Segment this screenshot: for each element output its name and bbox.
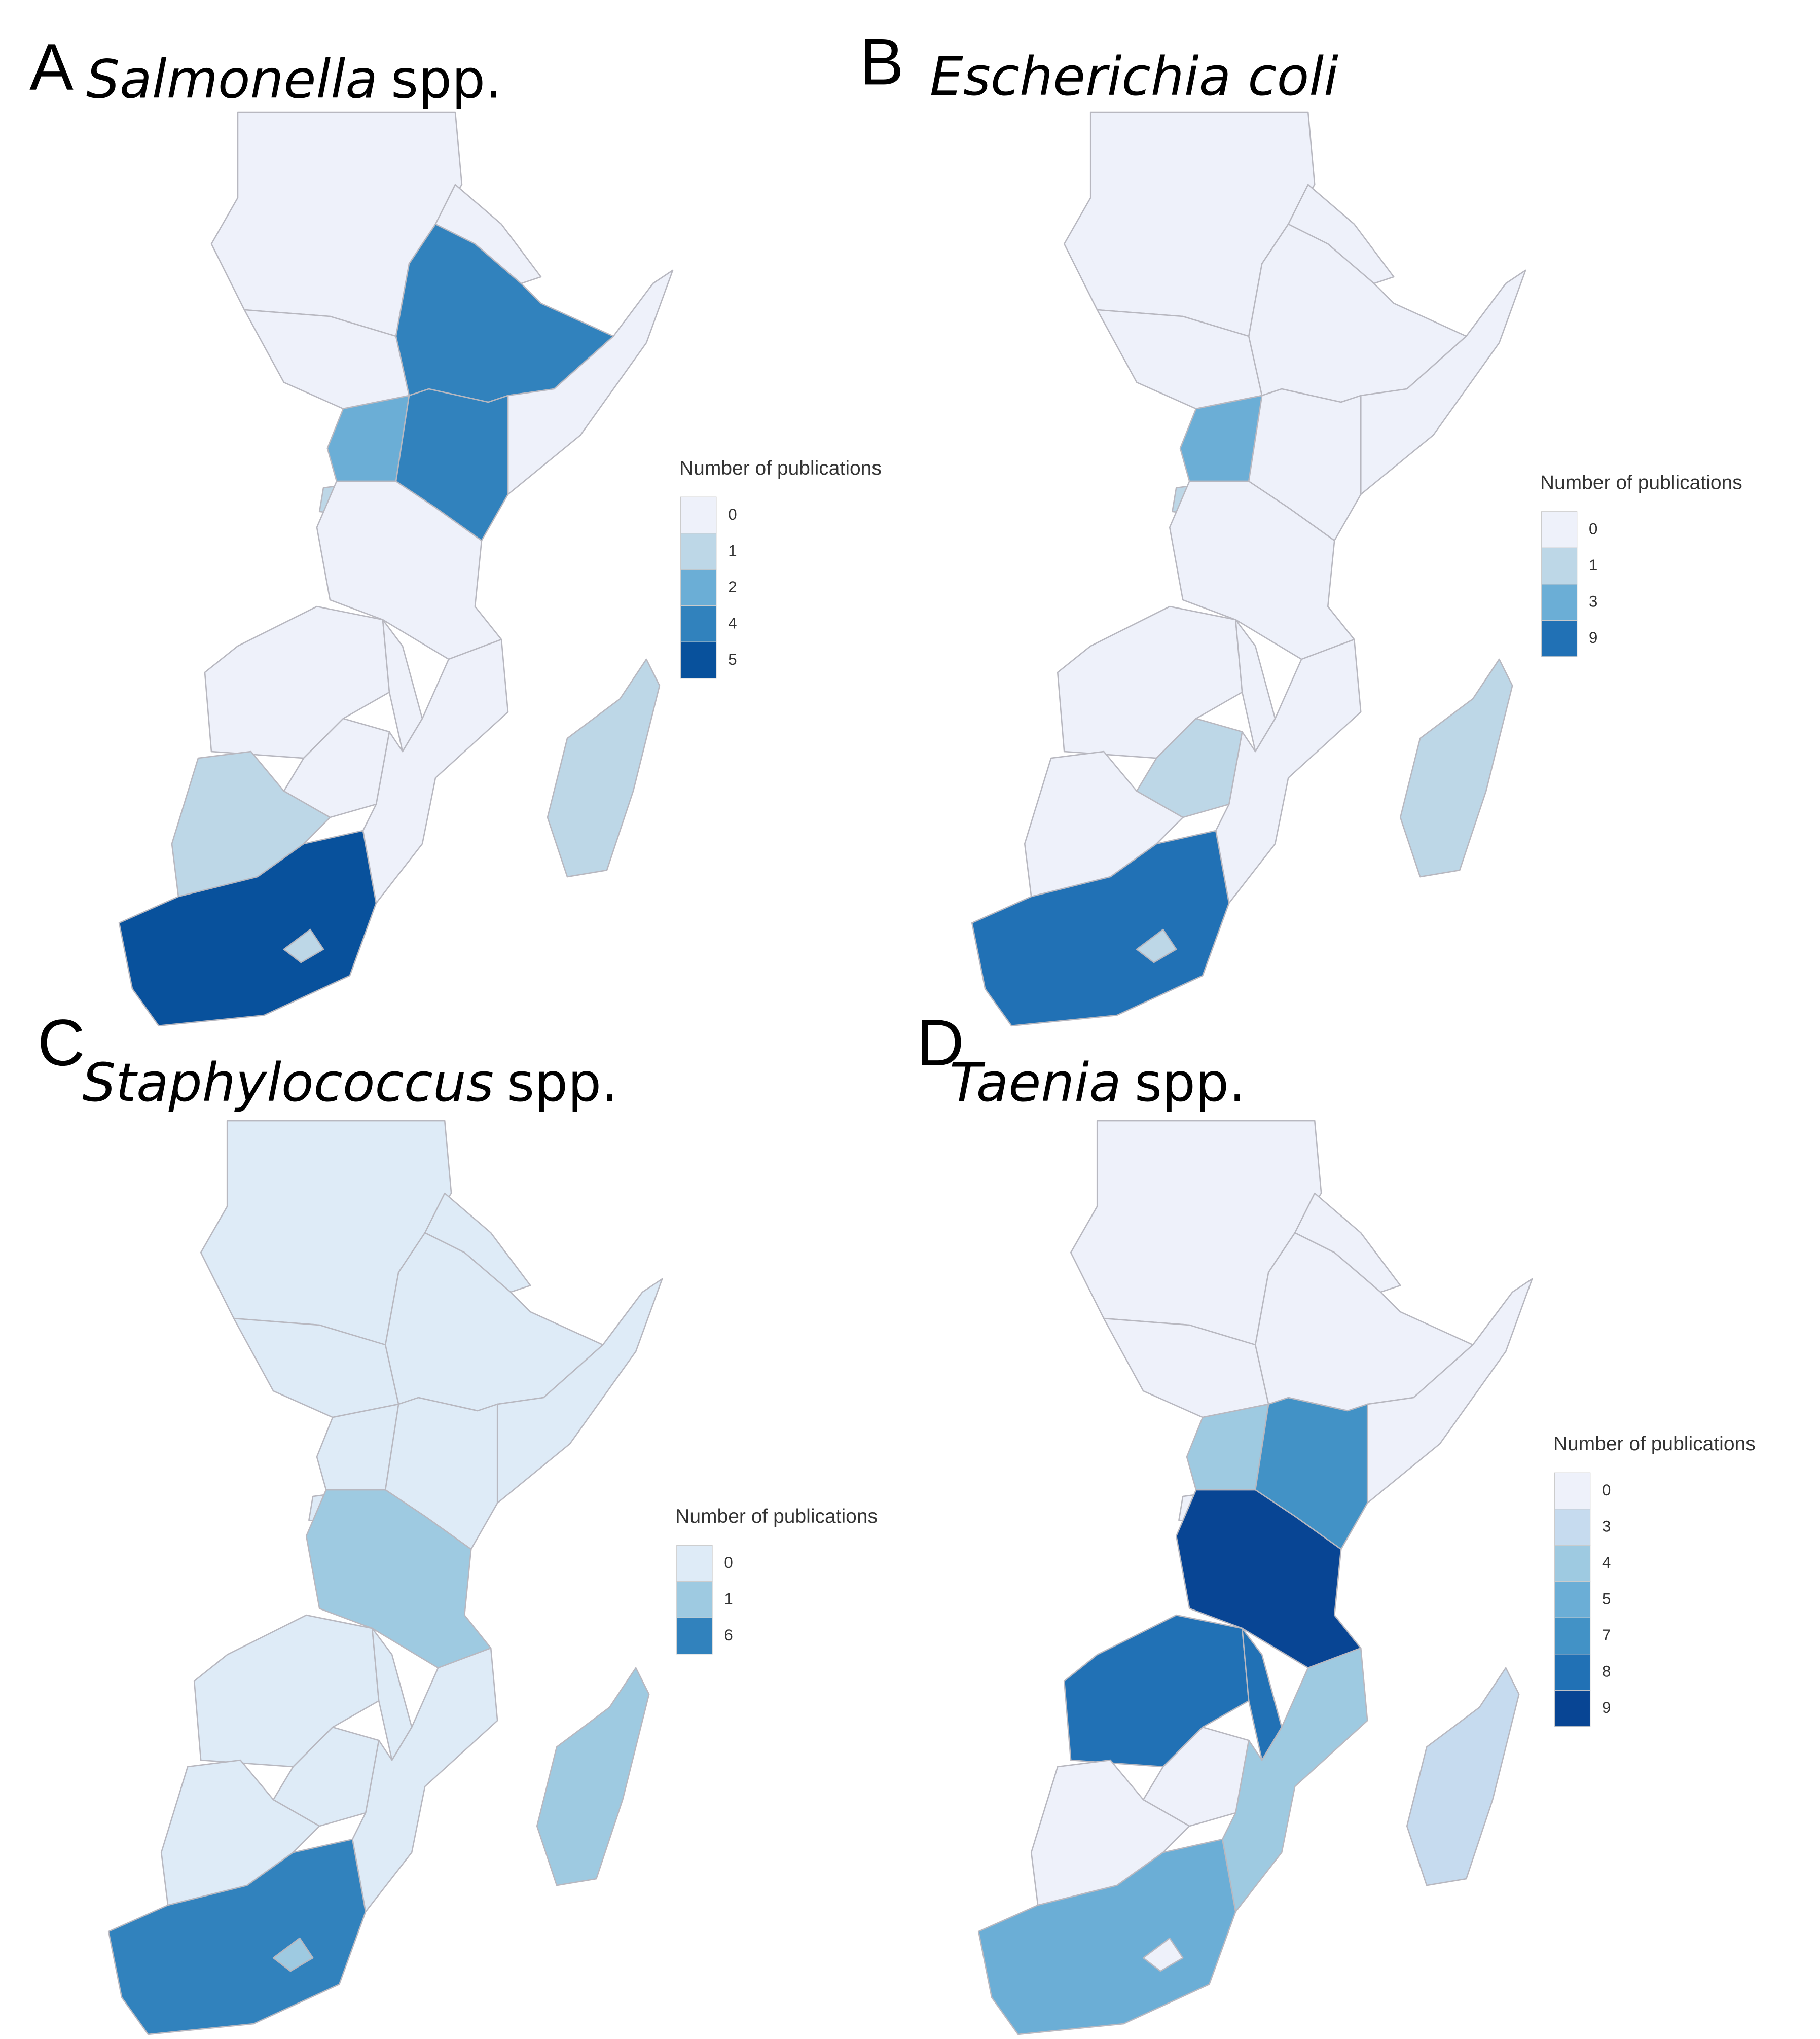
- legend-title: Number of publications: [1540, 472, 1742, 494]
- legend-title: Number of publications: [1553, 1433, 1756, 1455]
- region: [547, 658, 661, 878]
- panel-title: Staphylococcus spp.: [82, 1052, 618, 1114]
- legend-swatch: [680, 496, 717, 534]
- legend-swatch: [1554, 1472, 1591, 1510]
- legend-label: 3: [1602, 1517, 1611, 1535]
- legend-swatch: [680, 641, 717, 679]
- legend-label: 9: [1602, 1699, 1611, 1716]
- title-suffix: spp.: [507, 1052, 618, 1114]
- legend-swatch: [676, 1581, 713, 1618]
- panel-title: Salmonella spp.: [86, 48, 502, 110]
- legend-swatch: [1541, 511, 1578, 548]
- region: [1406, 1667, 1520, 1886]
- legend-label: 4: [1602, 1554, 1611, 1571]
- region: [107, 1838, 367, 2035]
- panel-title: Escherichia coli: [930, 46, 1338, 108]
- region: [118, 830, 377, 1027]
- legend-swatch: [680, 533, 717, 570]
- legend-swatch: [1554, 1690, 1591, 1727]
- legend-title: Number of publications: [679, 457, 882, 479]
- title-suffix: spp.: [1135, 1052, 1246, 1114]
- legend-label: 2: [728, 578, 737, 596]
- region: [283, 928, 324, 963]
- region: [272, 1937, 314, 1972]
- legend-label: 0: [724, 1554, 733, 1571]
- organism-name: Taenia: [950, 1052, 1121, 1114]
- legend-label: 0: [1602, 1481, 1611, 1499]
- legend-label: 1: [1589, 556, 1597, 574]
- region: [1399, 658, 1513, 878]
- legend-label: 1: [724, 1590, 733, 1607]
- legend-label: 0: [1589, 520, 1597, 538]
- panel-label: D: [917, 1006, 964, 1080]
- organism-name: Salmonella: [86, 48, 378, 110]
- region: [1186, 1403, 1269, 1491]
- legend-swatch: [1541, 620, 1578, 657]
- panel-title: Taenia spp.: [950, 1052, 1246, 1114]
- organism-name: Staphylococcus: [82, 1052, 494, 1114]
- region: [326, 395, 410, 482]
- organism-name: Escherichia coli: [930, 46, 1338, 108]
- legend-swatch: [1554, 1654, 1591, 1691]
- legend-swatch: [1554, 1617, 1591, 1655]
- legend-swatch: [1554, 1509, 1591, 1546]
- region: [1142, 1937, 1184, 1972]
- panel-label: A: [29, 30, 74, 104]
- legend-label: 7: [1602, 1626, 1611, 1644]
- legend-swatch: [676, 1617, 713, 1655]
- region: [977, 1838, 1236, 2035]
- legend-label: 4: [728, 614, 737, 632]
- legend-label: 5: [728, 651, 737, 668]
- legend-label: 8: [1602, 1662, 1611, 1680]
- panel-label: C: [38, 1006, 85, 1080]
- legend-swatch: [676, 1545, 713, 1582]
- legend-label: 5: [1602, 1590, 1611, 1607]
- legend-label: 0: [728, 506, 737, 523]
- legend-swatch: [680, 605, 717, 642]
- region: [971, 830, 1230, 1027]
- map-panel: B Escherichia coli Number of publications 0…: [860, 24, 1742, 1027]
- region: [536, 1667, 650, 1886]
- region: [1136, 928, 1177, 963]
- legend-label: 1: [728, 542, 737, 559]
- legend-swatch: [680, 569, 717, 606]
- legend-label: 6: [724, 1626, 733, 1644]
- panel-label: B: [860, 24, 904, 98]
- title-suffix: spp.: [391, 48, 502, 110]
- legend-label: 3: [1589, 592, 1597, 610]
- legend-title: Number of publications: [675, 1506, 878, 1527]
- map-panel: A Salmonella spp. Number of publications 0 1 2…: [29, 30, 882, 1027]
- legend-swatch: [1554, 1581, 1591, 1618]
- region: [1179, 395, 1263, 482]
- region: [316, 1403, 399, 1491]
- legend-label: 9: [1589, 629, 1597, 647]
- legend-swatch: [1541, 547, 1578, 585]
- legend-swatch: [1554, 1545, 1591, 1582]
- legend-swatch: [1541, 584, 1578, 621]
